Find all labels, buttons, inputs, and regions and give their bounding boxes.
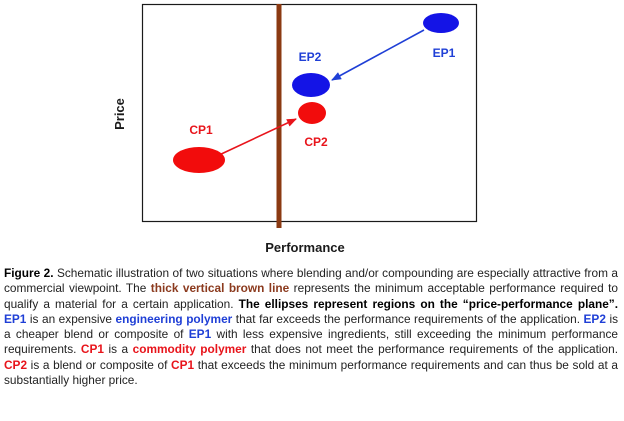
caption-term-commodity-polymer: commodity polymer [132,342,247,357]
ep1-label: EP1 [433,46,456,60]
minimum-performance-line [276,4,282,228]
caption-text: is a [103,342,133,357]
caption-bold-sentence: The ellipses represent regions on the “p… [238,296,618,311]
caption-text: is an expensive [26,311,116,326]
caption-text: represents the minimum acceptable perfor… [4,281,618,311]
caption-text: is a blend or composite of [27,357,172,372]
cp1-to-cp2-arrow [216,118,297,157]
price-performance-diagram: CP1 CP2 EP2 EP1 Price Performance [112,3,478,255]
caption-term-ep1: EP1 [4,311,27,326]
ep1-ellipse [423,13,459,33]
caption-term-cp1: CP1 [80,342,104,357]
figure-label: Figure 2. [4,266,54,280]
caption-text: that far exceeds the performance require… [232,311,584,326]
ep2-ellipse [292,73,330,97]
caption-text: that does not meet the performance requi… [246,342,618,357]
caption-text: with less expensive ingredients, still e… [4,327,618,357]
caption-term-cp1: CP1 [171,357,195,372]
caption-text: that exceeds the minimum performance req… [4,357,618,388]
caption-term-ep2: EP2 [583,311,606,326]
y-axis-label: Price [112,98,127,130]
caption-term-cp2: CP2 [4,357,28,372]
cp1-label: CP1 [189,123,213,137]
caption-term-ep1: EP1 [188,327,212,342]
cp1-ellipse [173,147,225,173]
ep2-label: EP2 [299,50,322,64]
figure-caption: Figure 2. Schematic illustration of two … [4,266,618,388]
caption-text: Schematic illustration of two situations… [4,266,618,296]
cp2-ellipse [298,102,326,124]
caption-highlight-brown-line: thick vertical brown line [150,281,290,296]
caption-term-engineering-polymer: engineering polymer [115,311,233,326]
caption-text: is a cheaper blend or composite of [4,311,618,342]
x-axis-label: Performance [265,240,344,255]
cp2-label: CP2 [304,135,328,149]
ep1-to-ep2-arrow [331,29,425,81]
